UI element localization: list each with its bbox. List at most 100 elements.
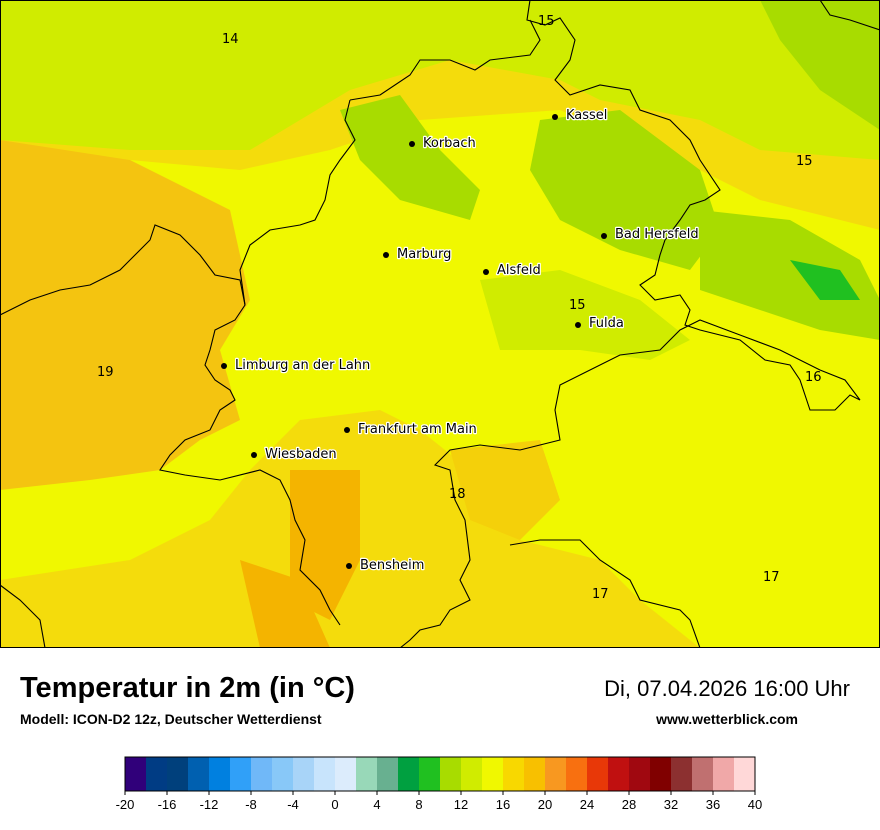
legend-swatch — [608, 757, 630, 791]
state-border — [399, 0, 861, 648]
legend-swatch — [419, 757, 441, 791]
legend-swatch — [587, 757, 609, 791]
legend-swatch — [230, 757, 252, 791]
legend-tick-label: 28 — [622, 797, 636, 812]
city-dot — [601, 233, 607, 239]
legend-swatch — [566, 757, 588, 791]
city-dot — [575, 322, 581, 328]
city-label: Wiesbaden — [265, 447, 337, 462]
legend-tick-label: 12 — [454, 797, 468, 812]
temp-label: 15 — [796, 154, 813, 169]
city-kassel: Kassel — [552, 107, 609, 124]
city-label: Kassel — [566, 108, 607, 123]
zone-yellowgreen — [0, 0, 880, 160]
city-marburg: Marburg — [383, 246, 453, 263]
legend-swatch — [440, 757, 462, 791]
legend-tick-label: -4 — [287, 797, 299, 812]
legend-tick-label: 40 — [748, 797, 762, 812]
state-border-south — [509, 539, 701, 648]
legend-swatch — [482, 757, 504, 791]
forecast-datetime: Di, 07.04.2026 16:00 Uhr — [604, 676, 850, 701]
legend-swatch — [314, 757, 336, 791]
legend-swatch — [293, 757, 315, 791]
city-dot — [383, 252, 389, 258]
legend-tick-label: 8 — [415, 797, 422, 812]
zone-orange-southeast — [450, 440, 560, 540]
legend-swatch — [524, 757, 546, 791]
map-title: Temperatur in 2m (in °C) — [20, 672, 355, 704]
legend-tick-label: -16 — [158, 797, 177, 812]
city-alsfeld: Alsfeld — [483, 262, 542, 279]
city-bensheim: Bensheim — [346, 557, 426, 574]
legend-ticks: -20 -16 -12 -8 -4 0 4 8 12 16 20 24 28 32 36 40 — [116, 791, 762, 812]
city-dot — [552, 114, 558, 120]
state-border-northeast — [819, 0, 880, 31]
temp-label: 18 — [449, 487, 466, 502]
color-legend: -20 -16 -12 -8 -4 0 4 8 12 16 20 24 28 32 36 40 — [0, 752, 880, 822]
legend-swatch — [398, 757, 420, 791]
weather-map: Kassel Korbach Bad Hersfeld Marburg Alsf… — [0, 0, 880, 648]
legend-tick-label: 16 — [496, 797, 510, 812]
city-dot — [344, 427, 350, 433]
legend-swatch — [188, 757, 210, 791]
state-border-southwest — [0, 584, 46, 648]
city-label: Limburg an der Lahn — [235, 358, 370, 373]
map-footer: Temperatur in 2m (in °C) Modell: ICON-D2… — [0, 648, 880, 830]
city-wiesbaden: Wiesbaden — [251, 446, 338, 463]
city-fulda: Fulda — [575, 315, 625, 332]
city-label: Bensheim — [360, 558, 424, 573]
zone-orange-west — [0, 140, 250, 490]
city-label: Frankfurt am Main — [358, 422, 477, 437]
city-label: Marburg — [397, 247, 451, 262]
temp-label: 15 — [569, 298, 586, 313]
city-label: Bad Hersfeld — [615, 227, 699, 242]
legend-swatch — [335, 757, 357, 791]
legend-swatch — [272, 757, 294, 791]
legend-swatch — [377, 757, 399, 791]
city-bad-hersfeld: Bad Hersfeld — [601, 226, 700, 243]
legend-tick-label: 4 — [373, 797, 380, 812]
legend-swatch — [461, 757, 483, 791]
state-border-kassel-west — [239, 99, 356, 306]
city-dot — [483, 269, 489, 275]
legend-tick-label: 32 — [664, 797, 678, 812]
temp-label: 16 — [805, 370, 822, 385]
legend-swatch — [251, 757, 273, 791]
temp-label: 19 — [97, 365, 114, 380]
temp-label: 15 — [538, 14, 555, 29]
legend-swatch — [545, 757, 567, 791]
legend-tick-label: 24 — [580, 797, 594, 812]
website-link[interactable]: www.wetterblick.com — [656, 711, 798, 727]
legend-tick-label: -20 — [116, 797, 135, 812]
temp-label: 17 — [592, 587, 609, 602]
zone-orange-bensheim — [240, 560, 330, 648]
legend-swatch — [503, 757, 525, 791]
model-info: Modell: ICON-D2 12z, Deutscher Wetterdie… — [20, 711, 322, 727]
legend-tick-label: -8 — [245, 797, 257, 812]
legend-swatch — [629, 757, 651, 791]
city-dot — [221, 363, 227, 369]
legend-tick-label: 0 — [331, 797, 338, 812]
temp-label: 17 — [763, 570, 780, 585]
city-label: Fulda — [589, 316, 624, 331]
legend-tick-label: 20 — [538, 797, 552, 812]
legend-swatch — [167, 757, 189, 791]
city-frankfurt: Frankfurt am Main — [344, 421, 478, 438]
legend-tick-label: -12 — [200, 797, 219, 812]
legend-swatch — [692, 757, 714, 791]
city-dot — [251, 452, 257, 458]
zone-green-fulda — [480, 270, 690, 360]
legend-swatch — [650, 757, 672, 791]
legend-swatch — [209, 757, 231, 791]
temp-label: 14 — [222, 32, 239, 47]
zone-orange-south — [290, 470, 360, 620]
legend-swatch — [671, 757, 693, 791]
legend-swatch — [734, 757, 756, 791]
city-label: Korbach — [423, 136, 476, 151]
city-limburg: Limburg an der Lahn — [221, 357, 372, 374]
zone-green-east — [700, 210, 880, 340]
zone-green-northeast — [760, 0, 880, 130]
state-border-nw — [349, 19, 541, 101]
legend-swatch — [713, 757, 735, 791]
state-border-west — [0, 224, 341, 626]
